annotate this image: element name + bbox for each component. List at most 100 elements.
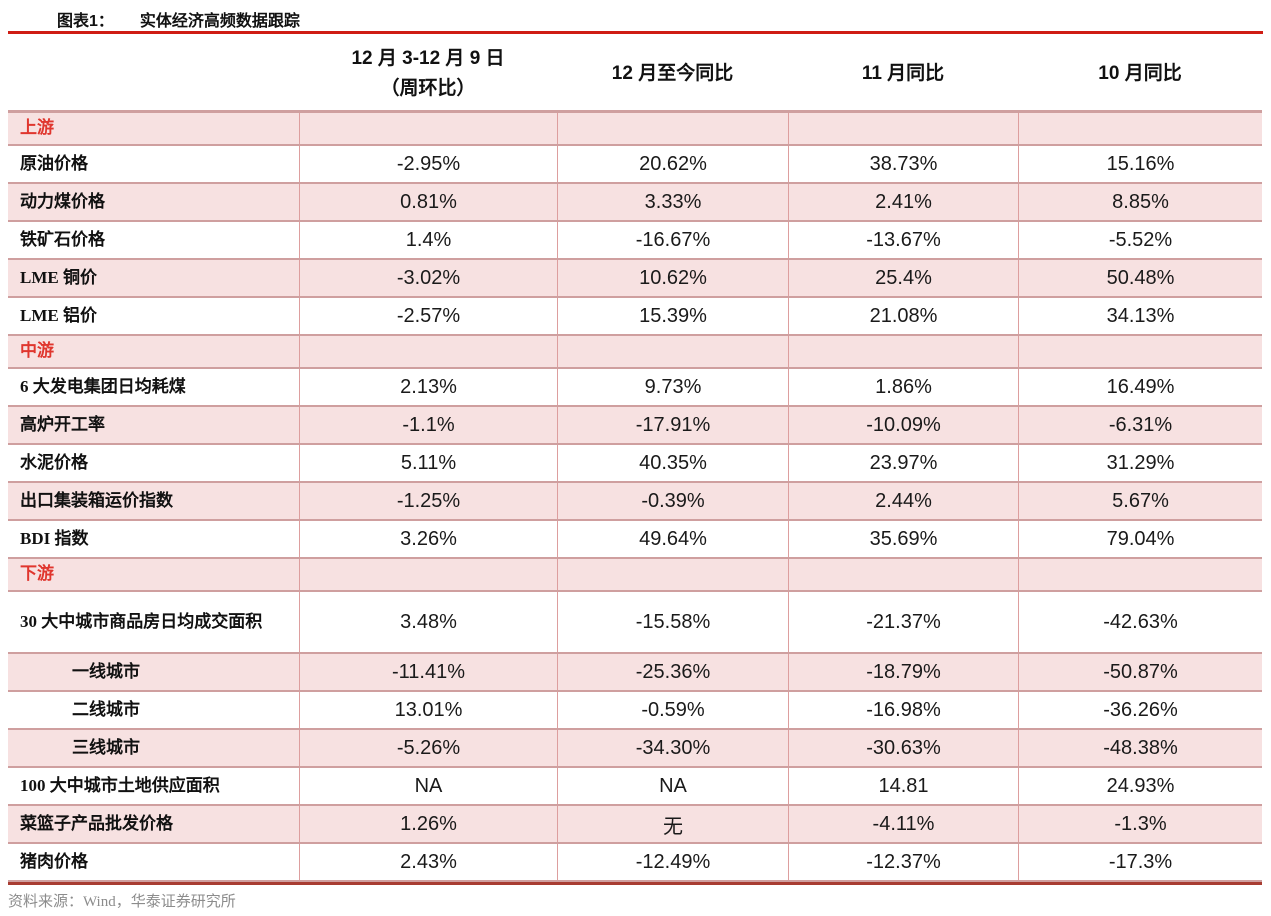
value-cell: 35.69% — [788, 521, 1018, 557]
row-label: BDI 指数 — [20, 528, 89, 548]
value-cell: -4.11% — [788, 806, 1018, 842]
value-cell: 38.73% — [788, 146, 1018, 182]
table-row: 菜篮子产品批发价格 1.26% 无 -4.11% -1.3% — [8, 806, 1262, 844]
value-cell: -34.30% — [557, 730, 788, 766]
row-label: LME 铝价 — [20, 305, 97, 325]
value-cell: 1.26% — [299, 806, 557, 842]
value-cell: -3.02% — [299, 260, 557, 296]
row-label: 猪肉价格 — [20, 851, 88, 871]
row-label: 上游 — [20, 118, 54, 138]
header-nov-yoy: 11 月同比 — [788, 38, 1018, 110]
value-cell: NA — [557, 768, 788, 804]
row-label: 100 大中城市土地供应面积 — [20, 775, 220, 795]
figure-label: 图表1： — [57, 13, 114, 30]
row-label: 出口集装箱运价指数 — [20, 490, 173, 510]
value-cell: 5.11% — [299, 445, 557, 481]
value-cell — [788, 559, 1018, 590]
value-cell: -17.3% — [1018, 844, 1262, 880]
value-cell: -16.67% — [557, 222, 788, 258]
data-table: 上游 原油价格 -2.95% 20.62% 38.73% 15.16% 动力煤价格 0.81%… — [8, 110, 1262, 885]
value-cell: 34.13% — [1018, 298, 1262, 334]
title-divider — [8, 31, 1263, 34]
value-cell — [299, 336, 557, 367]
value-cell: 13.01% — [299, 692, 557, 728]
table-row: 猪肉价格 2.43% -12.49% -12.37% -17.3% — [8, 844, 1262, 882]
row-label: 菜篮子产品批发价格 — [20, 813, 173, 833]
value-cell: -1.1% — [299, 407, 557, 443]
row-label: 6 大发电集团日均耗煤 — [20, 376, 186, 396]
value-cell: -25.36% — [557, 654, 788, 690]
value-cell — [299, 559, 557, 590]
value-cell: -36.26% — [1018, 692, 1262, 728]
value-cell: 5.67% — [1018, 483, 1262, 519]
figure-title: 图表1： 实体经济高频数据跟踪 — [57, 7, 300, 31]
value-cell: 20.62% — [557, 146, 788, 182]
value-cell: -0.59% — [557, 692, 788, 728]
value-cell: 49.64% — [557, 521, 788, 557]
value-cell: NA — [299, 768, 557, 804]
table-row: 出口集装箱运价指数 -1.25% -0.39% 2.44% 5.67% — [8, 483, 1262, 521]
header-oct-yoy: 10 月同比 — [1018, 38, 1262, 110]
table-row: 三线城市 -5.26% -34.30% -30.63% -48.38% — [8, 730, 1262, 768]
value-cell — [557, 113, 788, 144]
value-cell — [299, 113, 557, 144]
value-cell: -1.25% — [299, 483, 557, 519]
value-cell: -5.26% — [299, 730, 557, 766]
value-cell: -42.63% — [1018, 592, 1262, 652]
row-label: 原油价格 — [20, 153, 88, 173]
table-header: 12 月 3-12 月 9 日 （周环比） 12 月至今同比 11 月同比 10… — [8, 38, 1262, 110]
value-cell: -12.49% — [557, 844, 788, 880]
value-cell: 24.93% — [1018, 768, 1262, 804]
value-cell: 2.13% — [299, 369, 557, 405]
value-cell: -16.98% — [788, 692, 1018, 728]
value-cell: -48.38% — [1018, 730, 1262, 766]
header-week-change-line1: 12 月 3-12 月 9 日 — [351, 47, 505, 69]
row-label: 下游 — [20, 564, 54, 584]
value-cell: 2.41% — [788, 184, 1018, 220]
value-cell: 3.33% — [557, 184, 788, 220]
section-row: 上游 — [8, 113, 1262, 146]
value-cell — [1018, 336, 1262, 367]
row-label: 铁矿石价格 — [20, 229, 105, 249]
figure-title-text: 实体经济高频数据跟踪 — [139, 13, 300, 30]
header-nov-yoy-label: 11 月同比 — [861, 62, 945, 84]
value-cell: 8.85% — [1018, 184, 1262, 220]
value-cell: -6.31% — [1018, 407, 1262, 443]
header-week-change: 12 月 3-12 月 9 日 （周环比） — [299, 38, 557, 110]
value-cell: 3.26% — [299, 521, 557, 557]
value-cell: 40.35% — [557, 445, 788, 481]
row-label: 中游 — [20, 341, 54, 361]
table-row: 6 大发电集团日均耗煤 2.13% 9.73% 1.86% 16.49% — [8, 369, 1262, 407]
value-cell: -21.37% — [788, 592, 1018, 652]
table-row: 二线城市 13.01% -0.59% -16.98% -36.26% — [8, 692, 1262, 730]
row-label: 30 大中城市商品房日均成交面积 — [20, 611, 263, 631]
value-cell: -17.91% — [557, 407, 788, 443]
value-cell: -18.79% — [788, 654, 1018, 690]
value-cell: -13.67% — [788, 222, 1018, 258]
value-cell: 0.81% — [299, 184, 557, 220]
header-dec-yoy-label: 12 月至今同比 — [611, 62, 734, 84]
value-cell: -2.57% — [299, 298, 557, 334]
value-cell: 2.44% — [788, 483, 1018, 519]
value-cell: -0.39% — [557, 483, 788, 519]
table-row: LME 铝价 -2.57% 15.39% 21.08% 34.13% — [8, 298, 1262, 336]
value-cell: 25.4% — [788, 260, 1018, 296]
section-row: 中游 — [8, 336, 1262, 369]
value-cell — [788, 113, 1018, 144]
row-label: 二线城市 — [72, 699, 140, 719]
value-cell: 31.29% — [1018, 445, 1262, 481]
value-cell: -1.3% — [1018, 806, 1262, 842]
value-cell: 10.62% — [557, 260, 788, 296]
value-cell: -30.63% — [788, 730, 1018, 766]
header-week-change-line2: （周环比） — [380, 77, 476, 99]
section-row: 下游 — [8, 559, 1262, 592]
table-row: 100 大中城市土地供应面积 NA NA 14.81 24.93% — [8, 768, 1262, 806]
value-cell: -15.58% — [557, 592, 788, 652]
row-label: LME 铜价 — [20, 267, 97, 287]
value-cell: 15.39% — [557, 298, 788, 334]
value-cell: 14.81 — [788, 768, 1018, 804]
header-dec-yoy: 12 月至今同比 — [557, 38, 788, 110]
table-row: 铁矿石价格 1.4% -16.67% -13.67% -5.52% — [8, 222, 1262, 260]
row-label: 水泥价格 — [20, 452, 88, 472]
